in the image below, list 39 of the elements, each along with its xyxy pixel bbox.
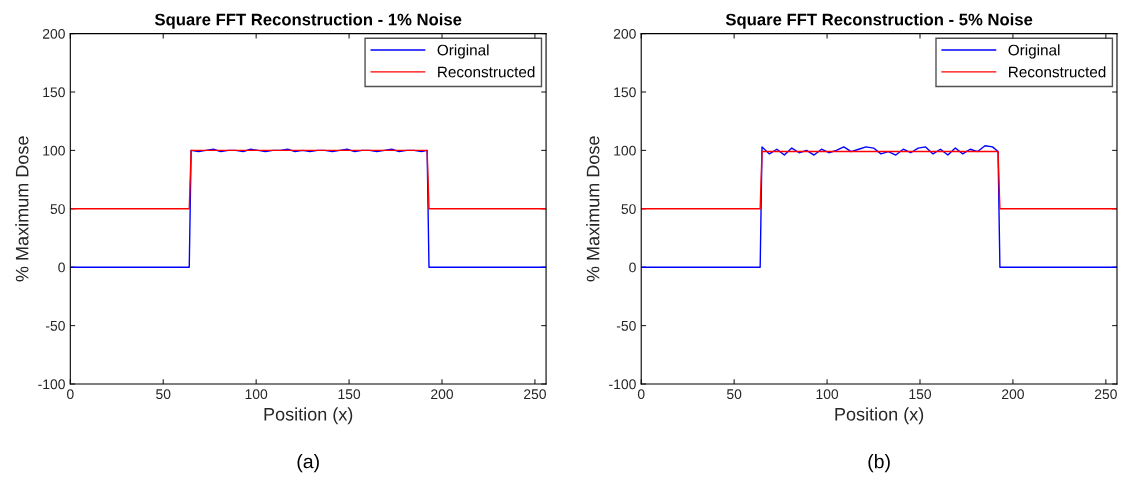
x-tick-label: 150 [338,389,361,400]
x-axis-title: Position (x) [264,407,353,425]
line-series [641,145,1117,268]
y-tick-label: 200 [613,28,636,39]
y-tick-label: 0 [58,262,65,273]
x-tick-label: 100 [245,389,268,400]
y-tick-label: 150 [614,87,636,98]
x-tick-label: 200 [1002,389,1024,400]
x-tick-label: 250 [1094,389,1117,400]
legend-label: Reconstructed [1009,66,1106,78]
y-tick-label: -50 [45,320,65,331]
x-tick-label: 0 [66,389,74,400]
y-tick-label: -50 [616,320,636,331]
y-axis-title: % Maximum Dose [15,136,29,282]
y-tick-label: 100 [614,145,636,156]
x-tick-label: 200 [431,389,454,400]
x-tick-label: 100 [816,389,839,400]
y-tick-label: 0 [629,262,636,273]
y-tick-label: 200 [42,28,65,39]
y-axis-title: % Maximum Dose [586,136,600,282]
text: (b) [868,454,890,473]
x-tick-label: 50 [156,389,171,400]
x-tick-label: 0 [637,389,645,400]
x-axis-title: Position (x) [835,407,924,425]
x-tick-label: 150 [909,389,932,400]
y-tick-label: 150 [43,87,65,98]
chart-title: Square FFT Reconstruction - 1% Noise [154,13,462,29]
legend-label: Original [1008,44,1060,59]
y-tick-label: 50 [621,204,636,214]
y-tick-label: 100 [43,145,65,156]
legend-label: Reconstructed [438,66,535,78]
x-tick-label: 50 [726,389,742,400]
text: (a) [297,454,319,473]
y-tick-label: -100 [38,379,65,390]
y-tick-label: -100 [609,379,636,390]
x-tick-label: 250 [524,389,546,400]
chart-title: Square FFT Reconstruction - 5% Noise [725,13,1033,29]
y-tick-label: 50 [50,204,65,214]
legend-label: Original [437,44,489,59]
